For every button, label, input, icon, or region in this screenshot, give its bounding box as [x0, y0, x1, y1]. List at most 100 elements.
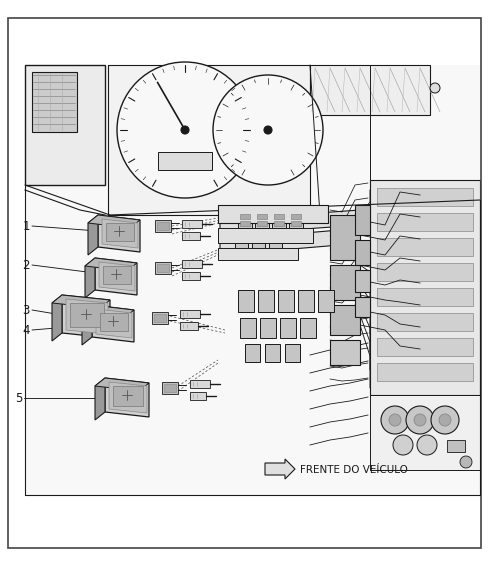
Bar: [152, 312, 168, 324]
Polygon shape: [96, 309, 132, 338]
Polygon shape: [180, 322, 198, 330]
Polygon shape: [25, 65, 105, 185]
Bar: [238, 210, 251, 228]
Circle shape: [413, 414, 425, 426]
Bar: [155, 262, 171, 274]
Circle shape: [459, 456, 471, 468]
Bar: [297, 290, 313, 312]
Bar: [446, 440, 464, 452]
Polygon shape: [369, 395, 479, 470]
Polygon shape: [52, 295, 62, 341]
Bar: [218, 205, 327, 223]
Polygon shape: [369, 180, 479, 395]
Polygon shape: [182, 272, 200, 280]
Circle shape: [429, 83, 439, 93]
Circle shape: [388, 414, 400, 426]
Text: 5: 5: [15, 391, 22, 404]
Polygon shape: [98, 215, 140, 252]
Bar: [257, 214, 266, 219]
Bar: [240, 214, 249, 219]
Bar: [273, 214, 284, 219]
Circle shape: [438, 414, 450, 426]
Bar: [268, 240, 282, 256]
Text: 3: 3: [22, 303, 30, 316]
Bar: [376, 338, 472, 356]
Polygon shape: [66, 299, 108, 334]
Circle shape: [392, 435, 412, 455]
Bar: [100, 313, 128, 331]
Polygon shape: [95, 378, 149, 391]
Bar: [235, 240, 247, 256]
Polygon shape: [182, 220, 202, 228]
Text: 2: 2: [22, 258, 30, 271]
Bar: [299, 318, 315, 338]
Polygon shape: [52, 295, 110, 308]
Polygon shape: [62, 295, 110, 338]
Polygon shape: [220, 210, 359, 235]
Bar: [376, 238, 472, 256]
Polygon shape: [180, 310, 200, 318]
Polygon shape: [82, 305, 92, 345]
Polygon shape: [25, 65, 479, 495]
Circle shape: [181, 126, 189, 134]
Bar: [288, 210, 303, 228]
Bar: [271, 210, 285, 228]
Text: FRENTE DO VEÍCULO: FRENTE DO VEÍCULO: [299, 465, 407, 475]
Bar: [218, 248, 297, 260]
Circle shape: [380, 406, 408, 434]
Polygon shape: [108, 65, 309, 215]
Bar: [278, 290, 293, 312]
Bar: [155, 220, 171, 232]
Bar: [218, 228, 312, 243]
Polygon shape: [85, 258, 137, 271]
Bar: [376, 263, 472, 281]
Polygon shape: [182, 260, 202, 268]
Bar: [257, 221, 266, 226]
Bar: [264, 344, 280, 362]
Bar: [106, 223, 134, 241]
Bar: [158, 152, 212, 170]
Polygon shape: [85, 258, 95, 298]
Bar: [376, 313, 472, 331]
Bar: [251, 240, 264, 256]
Polygon shape: [95, 258, 137, 295]
Bar: [162, 382, 178, 394]
Polygon shape: [190, 380, 209, 388]
Bar: [354, 297, 369, 317]
Bar: [157, 264, 169, 272]
Bar: [329, 215, 359, 260]
Circle shape: [405, 406, 433, 434]
Polygon shape: [99, 262, 135, 291]
Text: 4: 4: [22, 324, 30, 337]
Polygon shape: [220, 230, 339, 255]
Bar: [376, 213, 472, 231]
Bar: [260, 318, 275, 338]
Bar: [258, 290, 273, 312]
Bar: [329, 305, 359, 335]
Bar: [290, 221, 301, 226]
Polygon shape: [182, 232, 200, 240]
Bar: [254, 210, 268, 228]
Bar: [103, 266, 131, 284]
Circle shape: [416, 435, 436, 455]
Bar: [354, 270, 369, 292]
Polygon shape: [102, 219, 138, 248]
Polygon shape: [88, 215, 140, 228]
Circle shape: [213, 75, 323, 185]
Bar: [244, 344, 260, 362]
Circle shape: [264, 126, 271, 134]
Polygon shape: [88, 215, 98, 255]
Bar: [70, 303, 104, 327]
Circle shape: [430, 406, 458, 434]
Bar: [240, 221, 249, 226]
Bar: [317, 290, 333, 312]
Polygon shape: [264, 459, 294, 479]
Bar: [157, 222, 169, 230]
Bar: [163, 384, 176, 392]
Bar: [240, 318, 256, 338]
Circle shape: [117, 62, 252, 198]
Bar: [238, 290, 253, 312]
Bar: [280, 318, 295, 338]
Bar: [376, 188, 472, 206]
Polygon shape: [309, 65, 429, 115]
